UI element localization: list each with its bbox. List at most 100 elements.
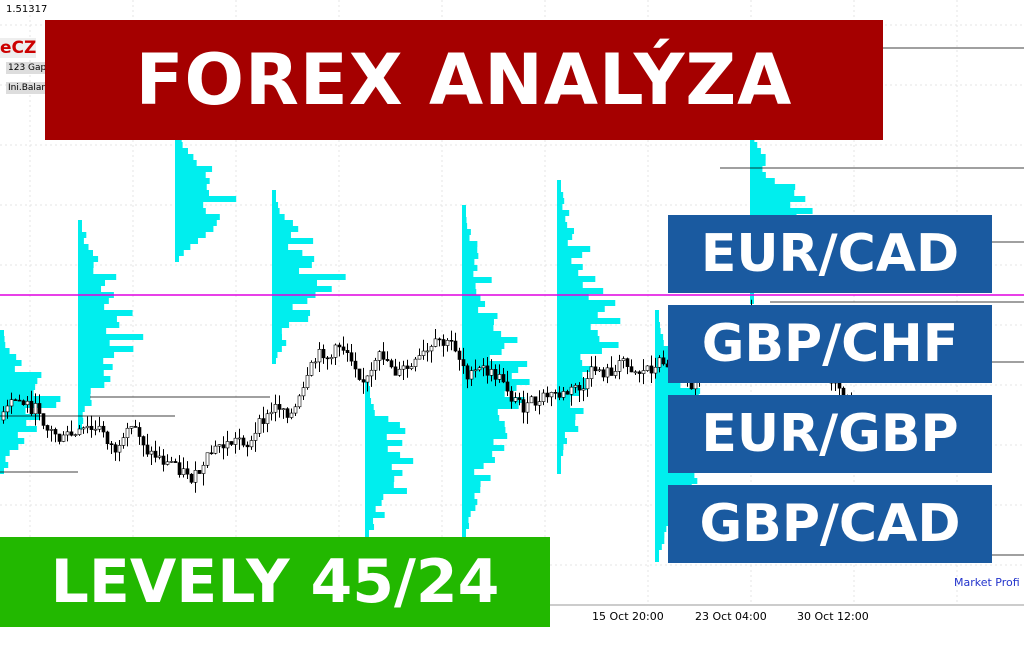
candle-body <box>237 437 242 440</box>
candle-body <box>261 418 266 424</box>
candle-body <box>409 366 414 369</box>
candle-body <box>85 425 90 429</box>
profile-bar <box>78 370 104 376</box>
profile-bar <box>365 452 401 458</box>
profile-bar <box>0 348 10 354</box>
profile-bar <box>462 289 477 295</box>
profile-bar <box>655 556 659 562</box>
profile-bar <box>78 394 91 400</box>
profile-bar <box>272 226 299 232</box>
profile-bar <box>557 342 619 348</box>
profile-bar <box>557 216 566 222</box>
profile-bar <box>365 512 385 518</box>
candle-body <box>317 349 322 363</box>
profile-bar <box>272 214 285 220</box>
profile-bar <box>462 223 468 229</box>
title-banner: FOREX ANALÝZA <box>45 20 883 140</box>
profile-bar <box>272 340 287 346</box>
price-label: 1.51317 <box>6 4 48 15</box>
candle-body <box>293 406 298 414</box>
profile-bar <box>365 416 389 422</box>
profile-bar <box>0 432 18 438</box>
candle-body <box>157 455 162 458</box>
candle-body <box>517 397 522 400</box>
profile-bar <box>557 204 563 210</box>
profile-bar <box>175 226 214 232</box>
profile-bar <box>365 446 388 452</box>
profile-bar <box>0 342 6 348</box>
candle-body <box>337 344 342 348</box>
candle-body <box>97 425 102 430</box>
candle-body <box>321 349 326 359</box>
profile-bar <box>78 340 110 346</box>
profile-bar <box>655 478 698 484</box>
profile-bar <box>0 438 25 444</box>
candle-body <box>297 395 302 408</box>
profile-bar <box>557 432 565 438</box>
candle-body <box>661 357 666 365</box>
profile-bar <box>0 420 27 426</box>
candle-body <box>397 368 402 376</box>
candle-body <box>353 360 358 370</box>
pair-label: EUR/GBP <box>668 395 992 473</box>
candle-body <box>537 401 542 406</box>
candle-body <box>421 350 426 356</box>
profile-bar <box>0 444 19 450</box>
profile-bar <box>0 456 6 462</box>
profile-bar <box>0 384 36 390</box>
candle-body <box>129 426 134 429</box>
profile-bar <box>750 178 775 184</box>
profile-bar <box>0 390 34 396</box>
profile-bar <box>557 330 598 336</box>
profile-bar <box>365 458 414 464</box>
profile-bar <box>272 328 282 334</box>
profile-bar <box>365 482 394 488</box>
candle-body <box>93 428 98 431</box>
candle-body <box>445 340 450 346</box>
profile-bar <box>78 382 105 388</box>
profile-bar <box>750 154 766 160</box>
candle-body <box>233 437 238 445</box>
candle-body <box>453 340 458 352</box>
indicator-label: Market Profi <box>954 576 1020 589</box>
profile-bar <box>462 457 495 463</box>
profile-bar <box>175 160 197 166</box>
profile-bar <box>272 280 318 286</box>
profile-bar <box>462 295 481 301</box>
profile-bar <box>78 244 89 250</box>
profile-bar <box>462 523 470 529</box>
pair-label: GBP/CHF <box>668 305 992 383</box>
candle-body <box>45 425 50 431</box>
profile-bar <box>175 190 210 196</box>
candle-body <box>145 444 150 455</box>
profile-bar <box>557 180 561 186</box>
profile-bar <box>462 307 479 313</box>
profile-bar <box>557 210 570 216</box>
profile-bar <box>557 270 579 276</box>
candle-body <box>265 413 270 424</box>
profile-bar <box>557 306 605 312</box>
candle-body <box>121 437 126 446</box>
candle-body <box>541 392 546 402</box>
profile-bar <box>0 414 40 420</box>
candle-body <box>357 368 362 380</box>
candle-body <box>185 468 190 475</box>
profile-bar <box>78 262 94 268</box>
candle-body <box>477 367 482 371</box>
candle-body <box>361 379 366 383</box>
candle-body <box>241 437 246 446</box>
candle-body <box>609 367 614 376</box>
profile-bar <box>175 196 237 202</box>
candle-body <box>573 385 578 388</box>
profile-bar <box>557 312 598 318</box>
candle-body <box>153 450 158 458</box>
candle-body <box>433 338 438 347</box>
candle-body <box>17 399 22 402</box>
panel-label: Ini.Balan <box>6 82 50 94</box>
profile-bar <box>462 433 508 439</box>
candle-body <box>169 461 174 463</box>
candle-body <box>521 399 526 413</box>
profile-bar <box>272 358 276 364</box>
profile-bar <box>462 355 490 361</box>
profile-bar <box>0 330 4 336</box>
